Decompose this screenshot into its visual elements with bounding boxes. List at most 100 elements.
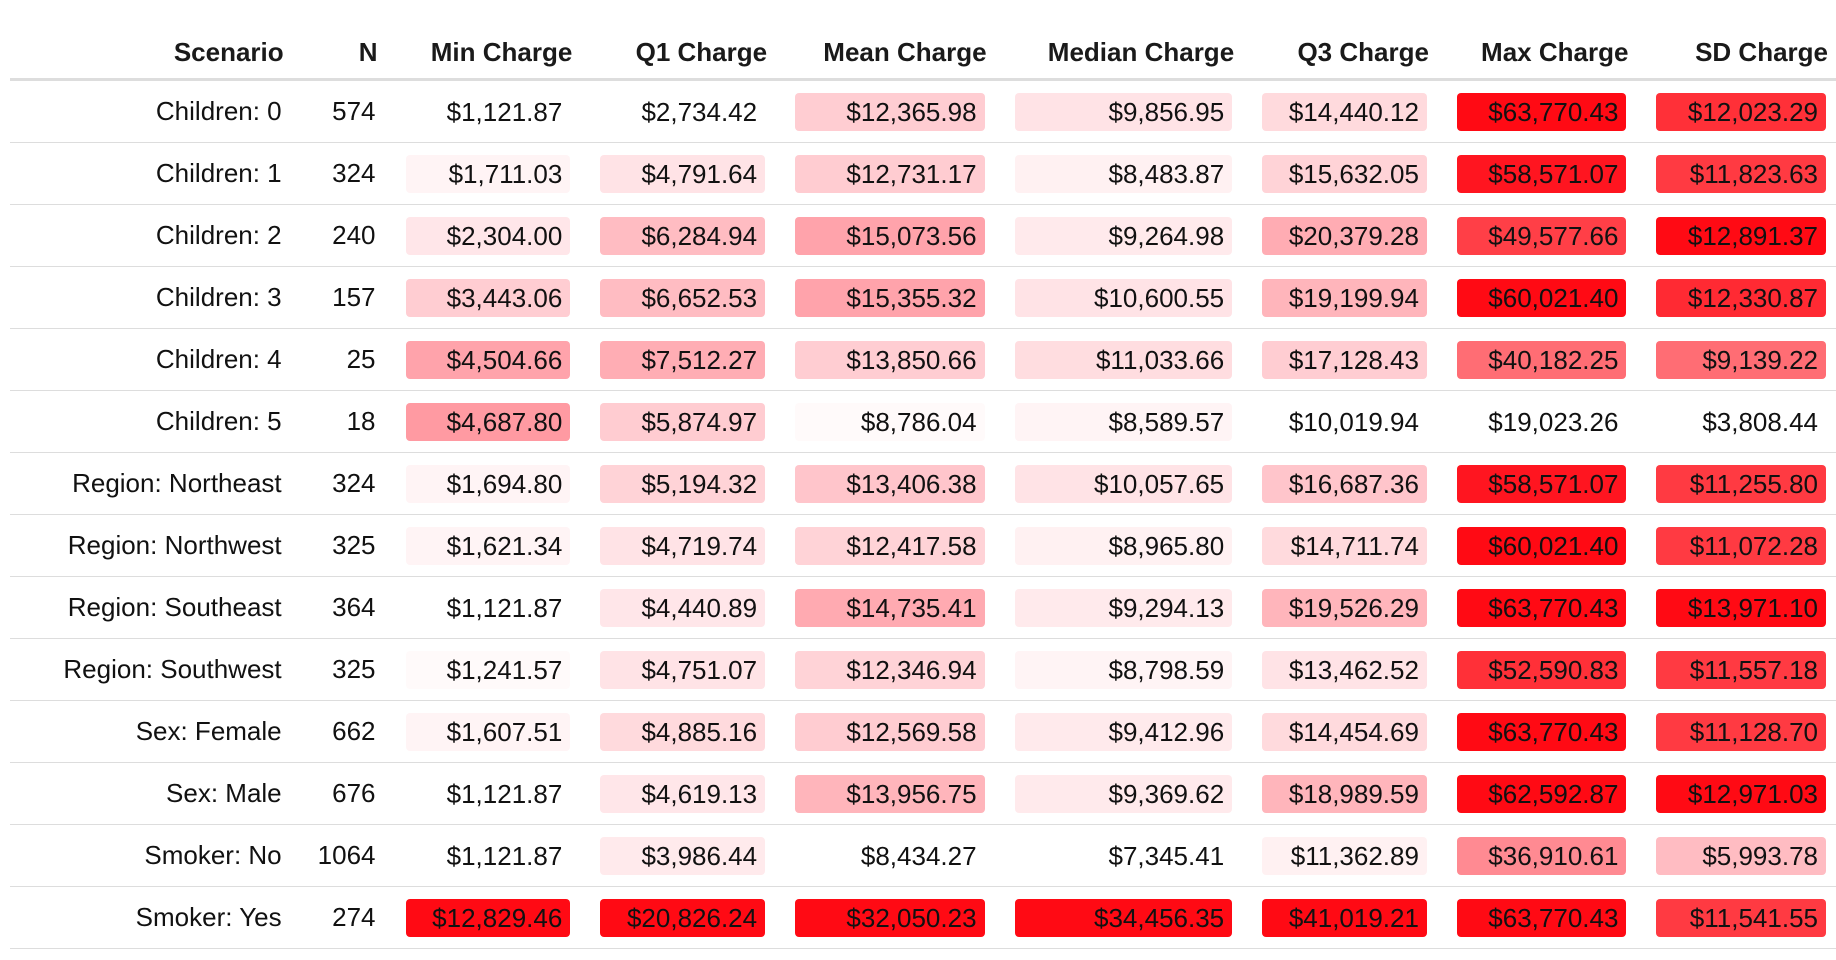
charge-value: $14,440.12 bbox=[1262, 92, 1427, 131]
charge-value: $6,652.53 bbox=[600, 278, 766, 317]
charge-cell: $2,734.42 bbox=[580, 79, 776, 143]
charge-cell: $1,121.87 bbox=[385, 576, 581, 639]
charge-cell: $1,121.87 bbox=[385, 79, 581, 143]
charge-cell: $10,057.65 bbox=[994, 452, 1243, 515]
charge-value: $15,073.56 bbox=[795, 216, 985, 255]
table-row: Smoker: No 1064 $1,121.87 $3,986.44 $8,434.2… bbox=[10, 824, 1836, 887]
charge-cell: $9,139.22 bbox=[1636, 328, 1836, 391]
column-header: Mean Charge bbox=[775, 26, 995, 81]
charge-cell: $5,993.78 bbox=[1636, 824, 1836, 887]
charge-cell: $12,417.58 bbox=[775, 514, 995, 577]
charge-value: $10,057.65 bbox=[1014, 464, 1233, 503]
scenario-label: Smoker: No bbox=[10, 824, 292, 887]
charge-value: $7,345.41 bbox=[1014, 836, 1233, 875]
charge-value: $60,021.40 bbox=[1456, 278, 1627, 317]
charge-value: $4,885.16 bbox=[600, 712, 766, 751]
charge-value: $11,128.70 bbox=[1656, 712, 1826, 751]
count-cell: 25 bbox=[291, 328, 386, 391]
charge-cell: $34,456.35 bbox=[994, 886, 1243, 949]
charge-cell: $10,019.94 bbox=[1242, 390, 1437, 453]
charge-value: $12,971.03 bbox=[1656, 774, 1826, 813]
charge-value: $63,770.43 bbox=[1456, 588, 1627, 627]
count-cell: 676 bbox=[291, 762, 386, 825]
charge-value: $19,199.94 bbox=[1262, 278, 1427, 317]
scenario-label: Children: 2 bbox=[10, 204, 292, 267]
charge-value: $12,891.37 bbox=[1656, 216, 1826, 255]
charge-cell: $12,346.94 bbox=[775, 638, 995, 701]
charge-value: $12,731.17 bbox=[795, 154, 985, 193]
charge-cell: $8,965.80 bbox=[994, 514, 1243, 577]
charge-cell: $11,823.63 bbox=[1636, 142, 1836, 205]
column-header: Scenario bbox=[10, 26, 292, 81]
charge-value: $20,379.28 bbox=[1262, 216, 1427, 255]
charge-value: $52,590.83 bbox=[1456, 650, 1627, 689]
charge-value: $16,687.36 bbox=[1262, 464, 1427, 503]
charge-value: $5,194.32 bbox=[600, 464, 766, 503]
charge-value: $13,406.38 bbox=[795, 464, 985, 503]
charge-cell: $12,891.37 bbox=[1636, 204, 1836, 267]
charge-cell: $1,607.51 bbox=[385, 700, 581, 763]
charge-cell: $4,791.64 bbox=[580, 142, 776, 205]
scenario-label: Sex: Female bbox=[10, 700, 292, 763]
charge-value: $12,330.87 bbox=[1656, 278, 1826, 317]
charge-cell: $63,770.43 bbox=[1436, 886, 1637, 949]
charge-cell: $60,021.40 bbox=[1436, 514, 1637, 577]
charge-cell: $8,434.27 bbox=[775, 824, 995, 887]
charge-value: $4,440.89 bbox=[600, 588, 766, 627]
charge-value: $1,121.87 bbox=[405, 836, 571, 875]
charge-value: $2,304.00 bbox=[405, 216, 571, 255]
charge-value: $8,798.59 bbox=[1014, 650, 1233, 689]
count-cell: 324 bbox=[291, 452, 386, 515]
charge-cell: $15,073.56 bbox=[775, 204, 995, 267]
table-row: Region: Northeast 324 $1,694.80 $5,194.32 $1… bbox=[10, 452, 1836, 515]
charge-value: $8,786.04 bbox=[795, 402, 985, 441]
charge-cell: $11,033.66 bbox=[994, 328, 1243, 391]
charge-value: $5,874.97 bbox=[600, 402, 766, 441]
charge-cell: $6,652.53 bbox=[580, 266, 776, 329]
column-header: Min Charge bbox=[385, 26, 581, 81]
charge-value: $11,072.28 bbox=[1656, 526, 1826, 565]
column-header: N bbox=[291, 26, 386, 81]
charge-value: $1,121.87 bbox=[405, 92, 571, 131]
charge-value: $9,264.98 bbox=[1014, 216, 1233, 255]
charge-value: $58,571.07 bbox=[1456, 464, 1627, 503]
charge-cell: $13,956.75 bbox=[775, 762, 995, 825]
count-cell: 364 bbox=[291, 576, 386, 639]
charge-value: $5,993.78 bbox=[1656, 836, 1826, 875]
charge-value: $4,687.80 bbox=[405, 402, 571, 441]
charge-cell: $4,719.74 bbox=[580, 514, 776, 577]
header-row: Scenario N Min Charge Q1 Charge Mean Charge M… bbox=[10, 26, 1836, 81]
charge-value: $8,483.87 bbox=[1014, 154, 1233, 193]
charge-value: $4,751.07 bbox=[600, 650, 766, 689]
charge-cell: $5,194.32 bbox=[580, 452, 776, 515]
scenario-label: Region: Northwest bbox=[10, 514, 292, 577]
count-cell: 324 bbox=[291, 142, 386, 205]
charge-value: $9,369.62 bbox=[1014, 774, 1233, 813]
charge-value: $12,365.98 bbox=[795, 92, 985, 131]
charge-value: $1,607.51 bbox=[405, 712, 571, 751]
count-cell: 274 bbox=[291, 886, 386, 949]
charge-value: $12,346.94 bbox=[795, 650, 985, 689]
charge-cell: $2,304.00 bbox=[385, 204, 581, 267]
table-row: Children: 5 18 $4,687.80 $5,874.97 $8,786.04… bbox=[10, 390, 1836, 453]
count-cell: 325 bbox=[291, 638, 386, 701]
table-row: Smoker: Yes 274 $12,829.46 $20,826.24 $32,05… bbox=[10, 886, 1836, 949]
charge-cell: $58,571.07 bbox=[1436, 142, 1637, 205]
charge-cell: $8,798.59 bbox=[994, 638, 1243, 701]
scenario-label: Region: Northeast bbox=[10, 452, 292, 515]
charge-cell: $7,345.41 bbox=[994, 824, 1243, 887]
column-header: Q1 Charge bbox=[580, 26, 776, 81]
charge-cell: $4,440.89 bbox=[580, 576, 776, 639]
charge-cell: $19,526.29 bbox=[1242, 576, 1437, 639]
charge-cell: $13,406.38 bbox=[775, 452, 995, 515]
count-cell: 325 bbox=[291, 514, 386, 577]
charge-value: $13,956.75 bbox=[795, 774, 985, 813]
column-header: SD Charge bbox=[1636, 26, 1836, 81]
charge-cell: $4,687.80 bbox=[385, 390, 581, 453]
charge-value: $9,856.95 bbox=[1014, 92, 1233, 131]
charge-value: $58,571.07 bbox=[1456, 154, 1627, 193]
charge-value: $9,412.96 bbox=[1014, 712, 1233, 751]
charge-cell: $63,770.43 bbox=[1436, 79, 1637, 143]
charge-cell: $20,826.24 bbox=[580, 886, 776, 949]
charge-cell: $63,770.43 bbox=[1436, 700, 1637, 763]
